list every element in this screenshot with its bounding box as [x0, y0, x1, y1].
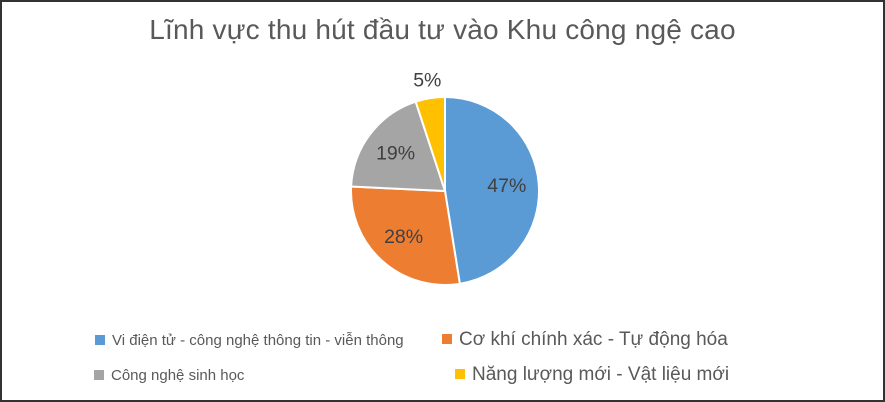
legend-label: Năng lượng mới - Vật liệu mới [472, 364, 730, 385]
data-label-0: 47% [487, 175, 526, 197]
pie-slice-1[interactable] [350, 185, 461, 286]
pie-slice-2[interactable] [350, 100, 447, 193]
data-label-2: 19% [376, 142, 415, 164]
data-label-1: 28% [384, 226, 423, 248]
chart-title: Lĩnh vực thu hút đầu tư vào Khu công ngệ… [149, 14, 736, 45]
pie-slice-0[interactable] [444, 95, 540, 285]
legend-item-vi-dien-tu[interactable]: Vi điện tử - công nghệ thông tin - viễn … [95, 331, 404, 350]
legend-marker-gray-icon [94, 370, 104, 380]
legend-label: Vi điện tử - công nghệ thông tin - viễn … [112, 332, 404, 349]
legend-item-co-khi[interactable]: Cơ khí chính xác - Tự động hóa [442, 328, 728, 351]
legend-item-cong-nghe-sinh-hoc[interactable]: Công nghệ sinh học [94, 366, 244, 385]
legend-marker-blue-icon [95, 335, 105, 345]
legend-marker-yellow-icon [455, 369, 465, 379]
legend-item-nang-luong-moi[interactable]: Năng lượng mới - Vật liệu mới [455, 363, 729, 386]
data-label-3: 5% [413, 69, 441, 91]
legend-label: Công nghệ sinh học [111, 367, 245, 384]
pie-slice-3[interactable] [414, 95, 446, 192]
legend-marker-orange-icon [442, 334, 452, 344]
legend-label: Cơ khí chính xác - Tự động hóa [459, 329, 728, 350]
